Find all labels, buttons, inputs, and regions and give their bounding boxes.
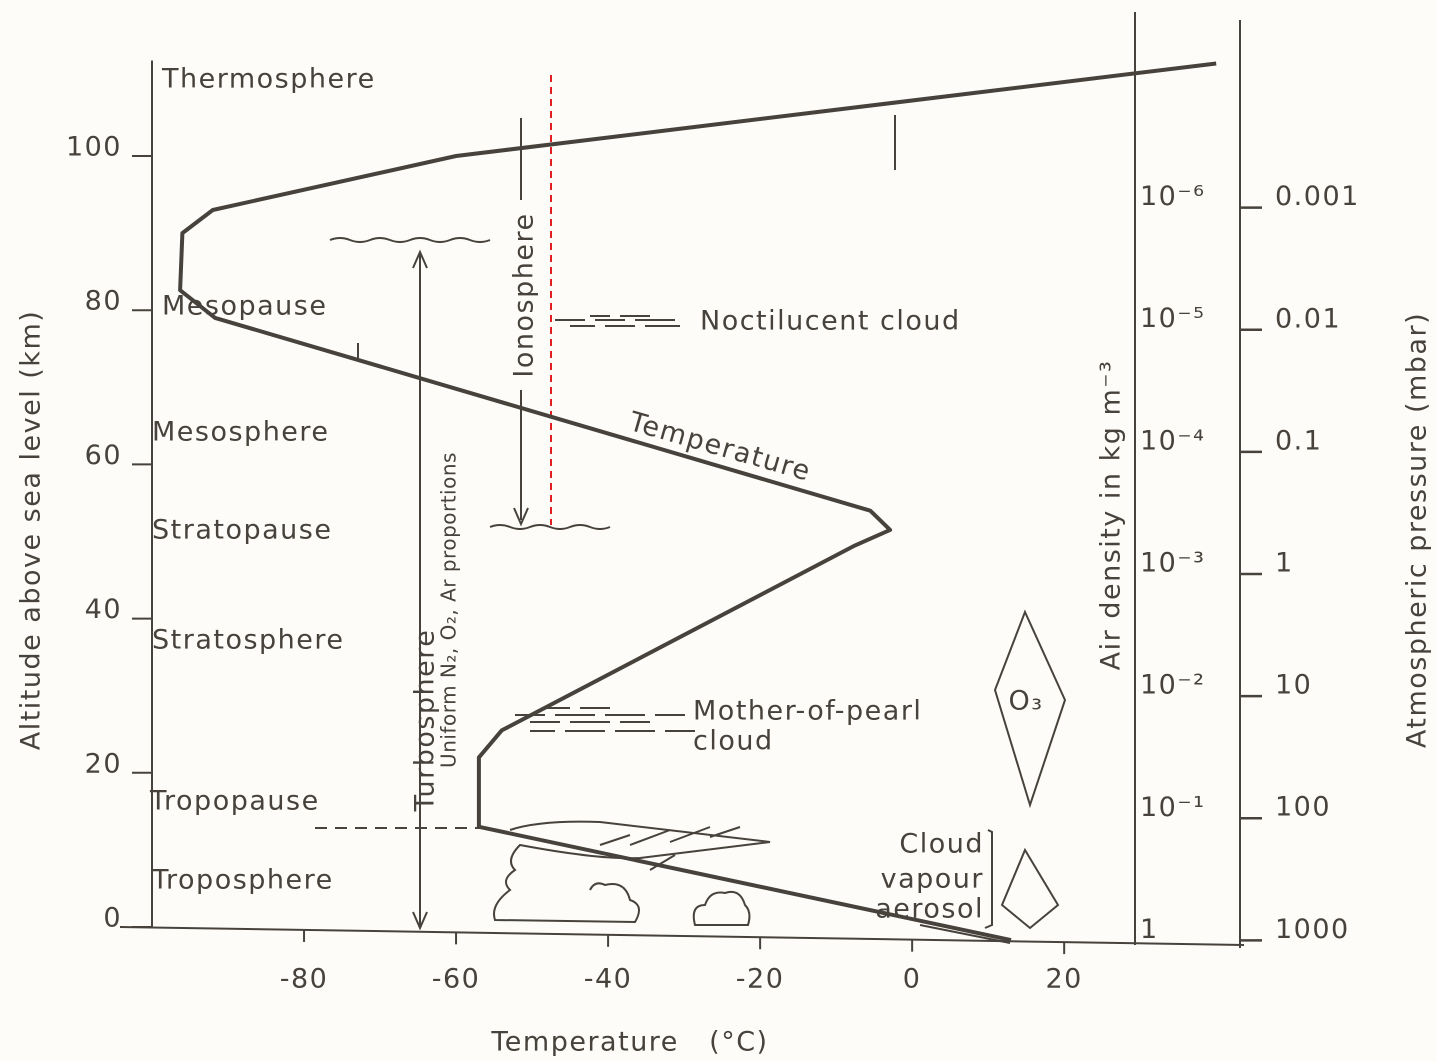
turbosphere-label: Turbosphere xyxy=(410,629,441,813)
x-tick-label: -40 xyxy=(584,964,633,995)
density-tick-label: 10⁻² xyxy=(1140,670,1205,701)
x-axis-title: Temperature (°C) xyxy=(490,1027,768,1058)
pressure-tick-label: 100 xyxy=(1275,792,1331,823)
ionosphere-label: Ionosphere xyxy=(509,212,540,377)
anvil-hatching xyxy=(599,826,741,871)
y-tick-label: 20 xyxy=(85,748,122,779)
density-tick-label: 10⁻⁴ xyxy=(1140,425,1205,456)
density-axis-title: Air density in kg m⁻³ xyxy=(1096,360,1127,671)
temperature-line xyxy=(178,61,1217,943)
arrow-head xyxy=(513,507,529,527)
mother-of-pearl-label: Mother-of-pearl xyxy=(693,696,922,727)
y-tick-label: 60 xyxy=(85,440,122,471)
x-tick-label: -80 xyxy=(280,964,329,995)
wave xyxy=(489,524,611,530)
pressure-axis-title: Atmospheric pressure (mbar) xyxy=(1402,312,1433,748)
noctilucent-dashes xyxy=(555,315,680,327)
y-tick-label: 100 xyxy=(66,132,122,163)
decorations xyxy=(315,12,1241,948)
bracket xyxy=(984,829,993,929)
x-tick-label: 0 xyxy=(903,964,922,995)
ozone-label: O₃ xyxy=(1008,686,1043,717)
mother-of-pearl-label: cloud xyxy=(693,726,774,757)
cumulonimbus xyxy=(493,820,771,924)
density-tick-label: 10⁻⁵ xyxy=(1140,303,1205,334)
layer-label: Tropopause xyxy=(149,786,320,817)
layer-label: Mesosphere xyxy=(152,417,330,448)
x-tick-label: -60 xyxy=(432,964,481,995)
layer-label: Stratosphere xyxy=(152,625,345,656)
pressure-tick-label: 0.01 xyxy=(1275,303,1341,334)
pressure-tick-label: 1 xyxy=(1275,547,1294,578)
uniform-label: Uniform N₂, O₂, Ar proportions xyxy=(437,452,461,768)
y-tick-label: 40 xyxy=(85,594,122,625)
density-tick-label: 10⁻³ xyxy=(1140,548,1205,579)
cva-label: aerosol xyxy=(875,894,984,925)
layer-label: Troposphere xyxy=(151,865,334,896)
pressure-tick-label: 0.1 xyxy=(1275,425,1322,456)
y-axis-title: Altitude above sea level (km) xyxy=(16,310,47,751)
layer-label: Thermosphere xyxy=(161,64,376,95)
density-tick-label: 10⁻¹ xyxy=(1140,792,1205,823)
layer-label: Stratopause xyxy=(152,515,332,546)
pressure-tick-label: 1000 xyxy=(1275,914,1350,945)
pressure-tick-label: 10 xyxy=(1275,670,1312,701)
x-tick-label: 20 xyxy=(1045,964,1082,995)
wave xyxy=(329,237,491,243)
density-tick-label: 1 xyxy=(1140,914,1159,945)
x-tick-label: -20 xyxy=(736,964,785,995)
cva-label: Cloud xyxy=(899,829,984,860)
y-tick-label: 0 xyxy=(103,902,122,933)
aerosol-kite xyxy=(1000,847,1060,930)
cva-label: vapour xyxy=(881,864,984,895)
y-tick-label: 80 xyxy=(85,286,122,317)
small-cloud xyxy=(692,890,751,926)
arrow-head xyxy=(412,249,428,931)
noctilucent-label: Noctilucent cloud xyxy=(700,306,961,337)
x-axis xyxy=(119,925,1245,946)
ozone-diamond xyxy=(993,609,1067,809)
density-tick-label: 10⁻⁶ xyxy=(1140,181,1205,212)
pressure-tick-label: 0.001 xyxy=(1275,181,1360,212)
